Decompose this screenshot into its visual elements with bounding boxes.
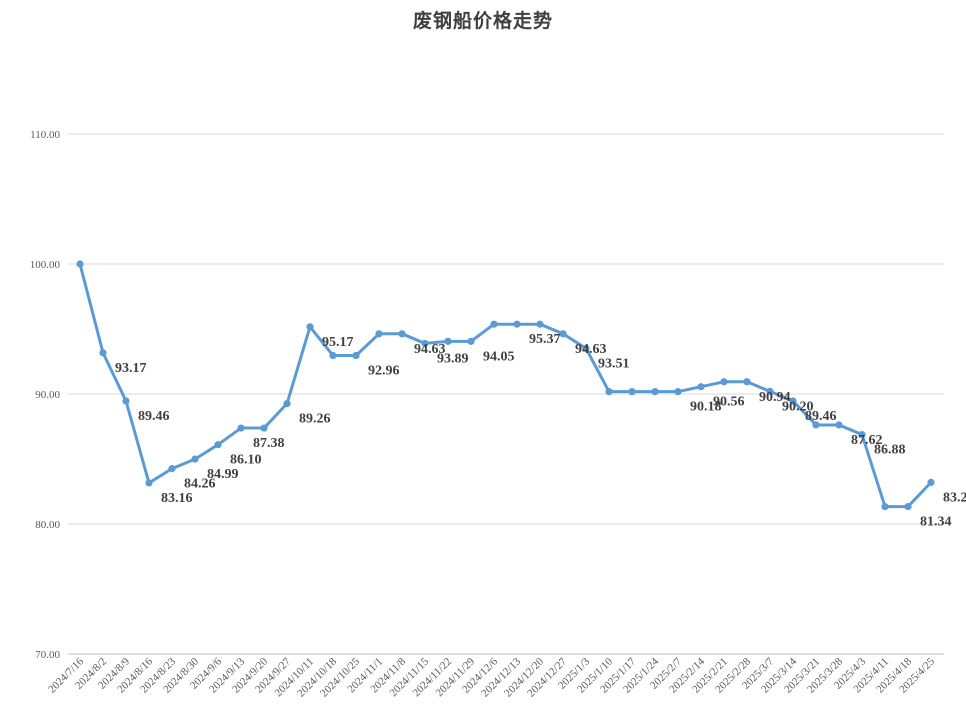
data-point [536,320,544,328]
data-point [858,430,866,439]
data-point [559,330,567,338]
y-tick-label: 90.00 [35,389,60,401]
data-label: 90.56 [713,395,745,410]
series-line [78,262,933,509]
y-tick-label: 80.00 [35,519,60,531]
data-label: 84.99 [207,467,239,482]
data-label: 94.63 [414,342,446,357]
data-label: 83.16 [161,491,193,506]
data-point [191,455,199,463]
data-point [352,351,360,360]
y-tick-label: 100.00 [30,259,61,271]
data-point [398,330,406,338]
data-point [329,351,337,360]
data-label: 89.46 [138,409,170,424]
data-point [835,421,843,429]
data-point [283,400,291,408]
data-point [582,344,590,352]
data-label: 87.62 [851,433,883,448]
data-label: 94.05 [483,349,515,364]
data-point [674,388,682,396]
data-label: 95.17 [322,335,354,350]
data-point [789,397,797,405]
data-point [214,441,222,449]
data-point [168,465,176,473]
data-label: 93.89 [437,351,469,366]
data-point [421,339,429,348]
data-point [122,397,130,405]
data-point [881,502,889,511]
data-point [306,323,314,331]
chart-title: 废钢船价格走势 [412,10,553,32]
data-point [490,320,498,328]
data-point [145,479,153,487]
data-point [513,320,521,328]
data-label: 90.18 [690,400,722,415]
data-label: 89.26 [299,412,331,427]
data-label: 81.34 [920,515,952,530]
data-point [651,388,659,396]
data-label: 86.88 [874,443,906,458]
y-tick-label: 110.00 [30,129,60,141]
data-label: 93.51 [598,356,630,371]
data-point [743,378,751,386]
y-tick-label: 70.00 [35,649,60,661]
data-point [467,337,475,345]
data-point [812,421,820,429]
data-label: 84.26 [184,477,216,492]
data-label: 86.10 [230,453,262,468]
data-point [444,337,452,345]
data-point [904,502,912,511]
data-point [375,330,383,338]
data-label: 90.94 [759,390,791,405]
data-label: 93.17 [115,361,147,376]
data-label: 90.20 [782,399,814,414]
data-point [76,260,84,268]
data-label: 95.37 [529,332,561,347]
data-label: 87.38 [253,436,285,451]
data-label: 83.20 [943,490,966,505]
data-point [927,478,935,486]
data-label: 94.63 [575,342,607,357]
data-point [766,387,774,395]
data-label: 92.96 [368,364,400,379]
data-point [237,424,245,432]
data-point [628,388,636,396]
data-point [260,424,268,432]
data-point [605,388,613,396]
data-point [99,349,107,357]
data-point [697,383,705,391]
data-point [720,378,728,386]
data-label: 89.46 [805,409,837,424]
